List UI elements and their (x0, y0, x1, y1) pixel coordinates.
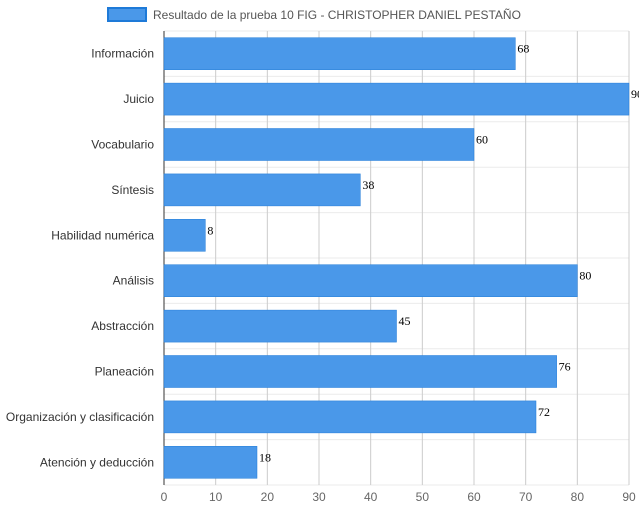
x-tick-label: 90 (622, 490, 636, 504)
data-label: 80 (579, 269, 591, 283)
bar[interactable] (163, 355, 557, 388)
legend-swatch (107, 7, 147, 22)
bar[interactable] (163, 128, 475, 161)
x-tick-label: 10 (209, 490, 223, 504)
bar[interactable] (163, 446, 258, 479)
bar[interactable] (163, 264, 578, 297)
category-label: Abstracción (91, 319, 154, 333)
axes: 0 10 20 30 40 50 60 70 80 90 Información Juicio Voca… (6, 47, 636, 504)
x-tick-label: 20 (261, 490, 275, 504)
category-label: Síntesis (111, 183, 154, 197)
category-label: Planeación (95, 365, 154, 379)
data-label: 90 (631, 87, 639, 101)
category-label: Información (91, 47, 154, 61)
category-label: Habilidad numérica (51, 228, 154, 242)
category-label: Vocabulario (91, 138, 154, 152)
category-label: Organización y clasificación (6, 410, 154, 424)
x-tick-label: 0 (161, 490, 168, 504)
data-label: 72 (538, 405, 550, 419)
x-tick-label: 70 (519, 490, 533, 504)
category-label: Atención y deducción (40, 455, 154, 469)
data-label: 45 (399, 314, 411, 328)
bar[interactable] (163, 173, 361, 207)
x-tick-label: 30 (312, 490, 326, 504)
category-label: Juicio (123, 92, 154, 106)
data-label: 76 (559, 360, 571, 374)
x-tick-label: 80 (571, 490, 585, 504)
data-label: 60 (476, 133, 488, 147)
bar[interactable] (163, 82, 630, 116)
data-label: 18 (259, 450, 271, 464)
category-label: Análisis (113, 274, 154, 288)
bars: 68 90 60 38 8 80 45 76 72 18 (163, 37, 639, 479)
legend-label: Resultado de la prueba 10 FIG - CHRISTOP… (153, 8, 521, 22)
bar[interactable] (163, 37, 516, 70)
x-tick-label: 50 (416, 490, 430, 504)
x-tick-label: 60 (467, 490, 481, 504)
x-tick-label: 40 (364, 490, 378, 504)
bar[interactable] (163, 400, 537, 434)
data-label: 8 (207, 223, 213, 237)
legend[interactable]: Resultado de la prueba 10 FIG - CHRISTOP… (107, 7, 521, 22)
data-label: 38 (362, 178, 374, 192)
bar[interactable] (163, 309, 397, 343)
bar[interactable] (163, 219, 206, 252)
data-label: 68 (517, 42, 529, 56)
